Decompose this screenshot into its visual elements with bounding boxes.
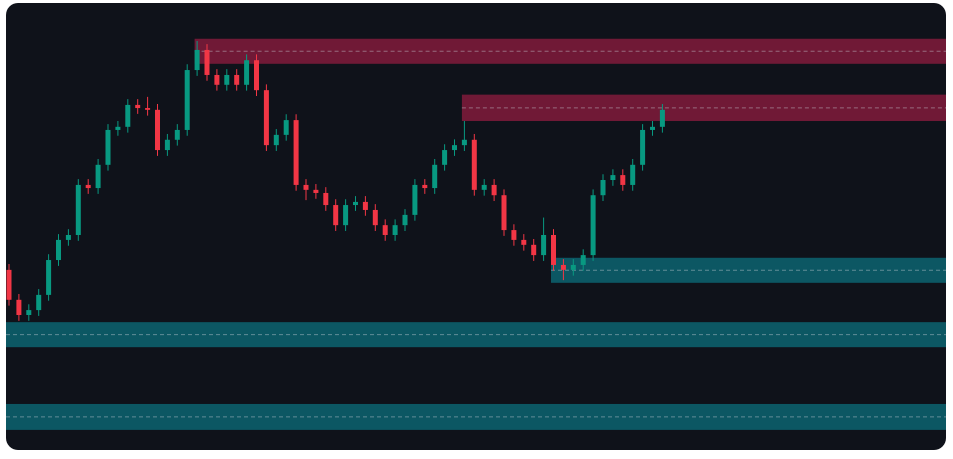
candle-body	[412, 184, 418, 215]
candle-body	[145, 108, 151, 110]
candle-body	[382, 225, 388, 235]
candle-body	[630, 164, 636, 185]
candle-body	[442, 150, 448, 165]
candle-body	[452, 145, 457, 151]
candle-body	[85, 184, 91, 189]
candle-body	[75, 184, 81, 235]
candle-body	[293, 120, 299, 185]
candle-body	[600, 180, 606, 196]
candle-body	[16, 299, 22, 316]
candle-body	[125, 104, 131, 127]
zone	[6, 322, 946, 348]
candle-body	[501, 195, 507, 231]
candle-body	[214, 74, 220, 85]
candle-body	[491, 184, 497, 196]
candle-body	[392, 225, 398, 235]
candle-body	[580, 255, 586, 265]
candle-body	[204, 49, 210, 75]
candle-body	[224, 74, 230, 85]
candle-body	[254, 60, 259, 91]
chart-background	[6, 3, 946, 450]
candle-body	[333, 205, 339, 226]
candle-body	[471, 139, 477, 190]
candle-body	[481, 184, 487, 190]
candle-body	[26, 310, 32, 316]
candle-body	[343, 205, 349, 226]
candle-body	[135, 104, 141, 109]
candle-body	[323, 192, 329, 206]
candle-body	[184, 70, 190, 130]
candle-body	[610, 175, 616, 181]
candle-body	[105, 129, 111, 165]
candle-body	[570, 264, 576, 270]
candle-body	[313, 189, 319, 193]
candle-body	[531, 244, 537, 256]
candle-body	[659, 109, 665, 127]
plot-area	[6, 38, 946, 430]
candle-body	[6, 269, 12, 300]
candle-body	[432, 164, 438, 189]
candle-body	[155, 109, 160, 151]
candle-body	[590, 195, 596, 256]
candle-body	[362, 201, 368, 210]
candle-body	[372, 209, 378, 226]
candle-body	[56, 239, 61, 261]
candle-body	[511, 230, 517, 240]
candle-body	[65, 234, 71, 240]
candle-body	[402, 214, 408, 226]
candle-body	[36, 294, 42, 311]
candle-body	[263, 90, 269, 146]
candle-body	[521, 239, 527, 245]
zone	[461, 94, 946, 122]
candle-body	[46, 260, 52, 295]
candle-body	[541, 234, 547, 256]
candle-body	[620, 175, 626, 185]
candle-body	[234, 74, 240, 85]
zone	[551, 257, 946, 283]
candle-body	[461, 139, 467, 146]
candle-body	[422, 184, 428, 189]
candle-body	[353, 201, 358, 206]
candle-body	[551, 234, 556, 265]
candle-body	[560, 264, 566, 270]
zone	[194, 38, 946, 64]
candle-body	[95, 164, 101, 189]
candle-body	[283, 120, 289, 135]
candle-body	[164, 139, 170, 151]
candle-body	[194, 49, 200, 71]
candle-body	[115, 126, 121, 130]
candle-body	[273, 134, 279, 146]
candle-body	[650, 126, 655, 130]
candle-body	[244, 60, 250, 85]
candle-body	[174, 129, 180, 140]
zone	[6, 403, 946, 430]
candle-body	[640, 129, 646, 165]
candle-body	[303, 184, 309, 190]
